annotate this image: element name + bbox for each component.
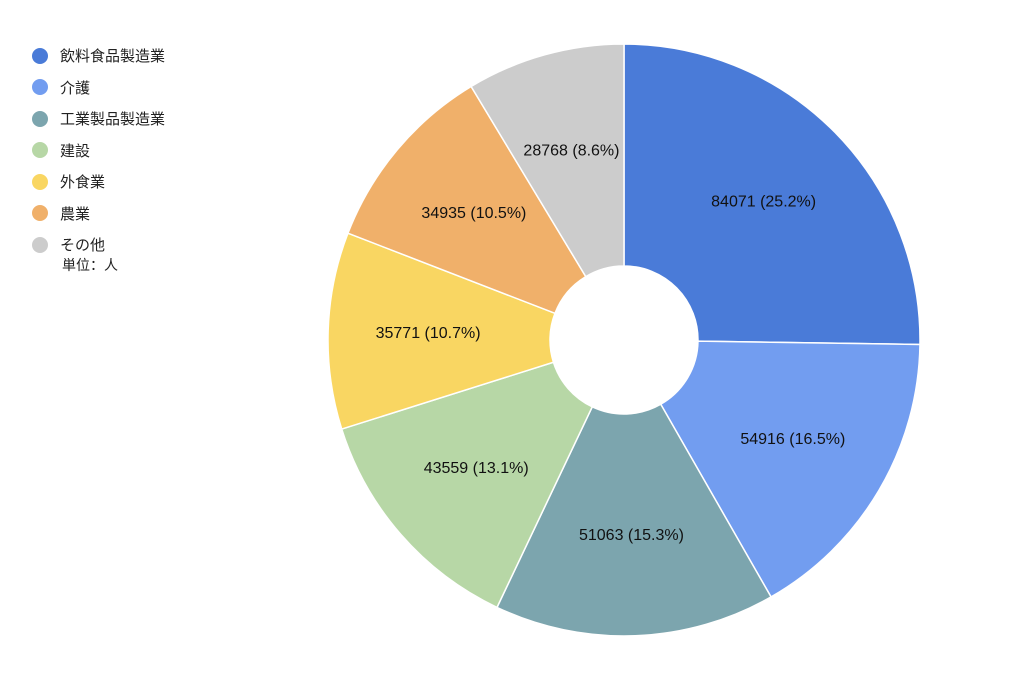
legend-item-3: 建設 [32,135,165,167]
legend-swatch-0 [32,47,48,64]
slice-label-4: 35771 (10.7%) [376,325,481,342]
slice-label-1: 54916 (16.5%) [740,431,845,448]
legend-item-6: その他 [32,229,165,261]
legend-swatch-4 [32,173,48,190]
slice-label-2: 51063 (15.3%) [579,527,684,544]
slice-0 [623,43,921,346]
legend-item-0: 飲料食品製造業 [32,40,165,72]
legend-item-4: 外食業 [32,166,165,198]
slice-label-0: 84071 (25.2%) [711,194,816,211]
legend-swatch-5 [32,205,48,222]
legend-swatch-1 [32,79,48,96]
legend: 飲料食品製造業 介護工業製品製造業 建設外食業農業その他 [32,40,165,261]
slice-label-3: 43559 (13.1%) [424,460,529,477]
legend-label-3: 建設 [60,141,91,160]
slice-3 [340,361,594,609]
legend-item-2: 工業製品製造業 [32,103,165,135]
legend-label-1: 介護 [60,78,91,97]
slice-label-6: 28768 (8.6%) [523,142,619,159]
slices-layer [327,43,921,637]
legend-item-1: 介護 [32,72,165,104]
slice-5 [346,85,587,315]
slice-1 [659,340,921,598]
slice-6 [470,43,625,278]
slice-4 [327,232,556,431]
slice-label-5: 34935 (10.5%) [421,205,526,222]
legend-label-2: 工業製品製造業 [60,110,166,129]
legend-label-5: 農業 [60,204,91,223]
legend-item-5: 農業 [32,198,165,230]
legend-swatch-3 [32,142,48,159]
labels-layer: 84071 (25.2%) 54916 (16.5%) 51063 (15.3%) 4… [376,142,846,544]
unit-note: 単位：人 [62,258,118,274]
legend-swatch-6 [32,236,48,253]
legend-label-6: その他 [60,236,106,255]
legend-label-0: 飲料食品製造業 [60,47,166,66]
legend-label-4: 外食業 [60,173,106,192]
legend-swatch-2 [32,110,48,127]
slice-2 [495,403,773,637]
